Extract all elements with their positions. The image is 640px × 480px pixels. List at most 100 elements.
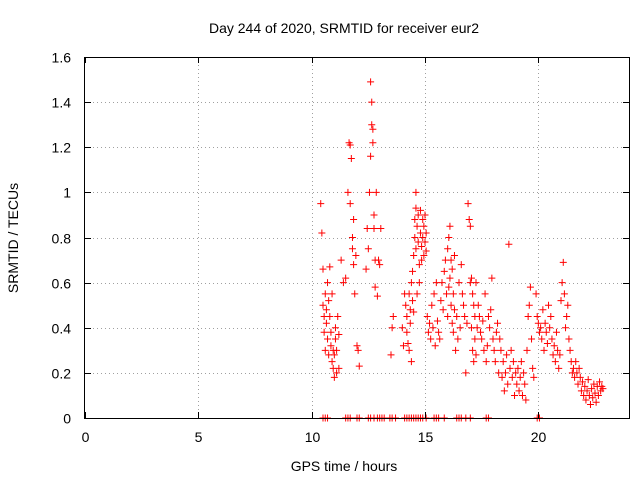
data-point <box>554 346 562 354</box>
data-point <box>458 290 466 298</box>
data-point <box>435 328 443 336</box>
data-point <box>538 335 546 343</box>
data-point <box>501 369 509 377</box>
data-point <box>533 312 541 320</box>
data-point <box>407 279 415 287</box>
data-point <box>325 297 333 305</box>
data-point <box>562 324 570 332</box>
data-point <box>466 222 474 230</box>
data-point <box>579 378 587 386</box>
data-point <box>481 290 489 298</box>
data-point <box>472 279 480 287</box>
data-point <box>448 265 456 273</box>
data-point <box>418 243 426 251</box>
data-point <box>505 240 513 248</box>
data-point <box>388 324 396 332</box>
data-point <box>412 188 420 196</box>
x-tick-label: 5 <box>195 429 203 445</box>
data-point <box>430 290 438 298</box>
data-point <box>443 290 451 298</box>
data-point <box>469 346 477 354</box>
data-point <box>406 319 414 327</box>
data-point <box>563 312 571 320</box>
data-point <box>560 290 568 298</box>
data-point <box>450 252 458 260</box>
data-point <box>588 385 596 393</box>
data-point <box>403 328 411 336</box>
data-point <box>421 211 429 219</box>
data-point <box>574 380 582 388</box>
data-point <box>541 319 549 327</box>
data-point <box>495 369 503 377</box>
chart-title: Day 244 of 2020, SRMTID for receiver eur… <box>209 20 479 36</box>
data-point <box>421 238 429 246</box>
x-axis-label: GPS time / hours <box>291 458 398 474</box>
data-point <box>446 222 454 230</box>
data-point <box>337 256 345 264</box>
data-point <box>551 358 559 366</box>
data-point <box>576 373 584 381</box>
data-point <box>460 301 468 309</box>
data-point <box>581 382 589 390</box>
x-tick-label: 0 <box>82 429 90 445</box>
data-point <box>348 245 356 253</box>
data-point <box>487 306 495 314</box>
data-point <box>346 200 354 208</box>
data-point <box>362 265 370 273</box>
data-point <box>457 261 465 269</box>
data-point <box>447 301 455 309</box>
data-point <box>444 245 452 253</box>
data-point <box>420 252 428 260</box>
data-point <box>377 224 385 232</box>
data-point <box>331 335 339 343</box>
data-point <box>446 274 454 282</box>
data-point <box>363 224 371 232</box>
y-tick-label: 0.2 <box>52 366 72 382</box>
data-point <box>327 328 335 336</box>
data-point <box>535 328 543 336</box>
data-point <box>427 335 435 343</box>
data-point <box>413 290 421 298</box>
data-point <box>594 391 602 399</box>
data-point <box>404 340 412 348</box>
data-point <box>407 358 415 366</box>
data-point <box>437 297 445 305</box>
data-point <box>537 324 545 332</box>
y-tick-label: 1.2 <box>52 140 72 156</box>
data-point <box>445 234 453 241</box>
data-point <box>483 342 491 350</box>
data-point <box>319 265 327 273</box>
data-point <box>507 346 515 354</box>
data-point <box>368 98 376 106</box>
data-point <box>339 279 347 287</box>
data-point <box>440 267 448 275</box>
data-point <box>532 290 540 298</box>
data-point <box>596 378 604 386</box>
data-point <box>494 319 502 327</box>
data-point <box>423 312 431 320</box>
data-point <box>328 290 336 298</box>
data-point <box>342 274 350 282</box>
data-point <box>335 364 343 372</box>
data-point <box>550 342 558 350</box>
data-point <box>320 328 328 336</box>
data-point <box>482 358 490 366</box>
data-point <box>399 342 407 350</box>
data-point <box>413 222 421 230</box>
data-point <box>557 297 565 305</box>
data-point <box>433 317 441 325</box>
data-point <box>522 396 530 404</box>
data-point <box>471 335 479 343</box>
data-point <box>424 328 432 336</box>
data-point <box>411 234 419 241</box>
data-point <box>478 335 486 343</box>
data-point <box>534 319 542 327</box>
data-point <box>324 335 332 343</box>
data-point <box>373 292 381 300</box>
data-point <box>405 290 413 298</box>
data-point <box>326 312 334 320</box>
data-point <box>470 358 478 366</box>
x-tick-label: 15 <box>418 429 434 445</box>
data-point <box>331 324 339 332</box>
data-point <box>552 328 560 336</box>
